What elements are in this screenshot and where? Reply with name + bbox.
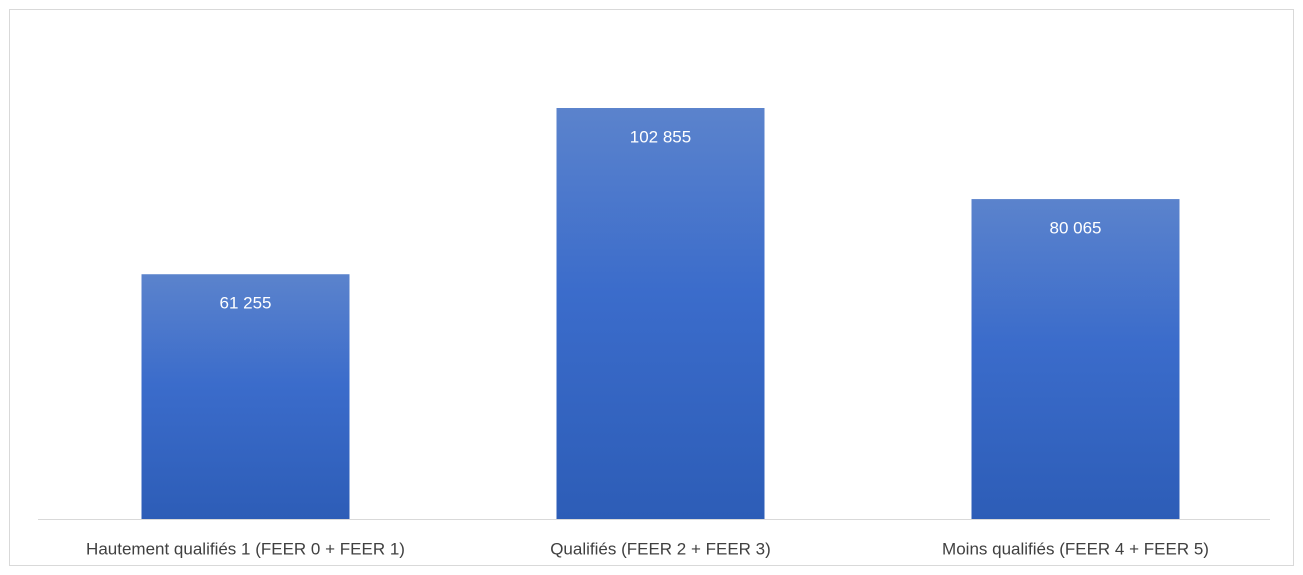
x-tick-label: Moins qualifiés (FEER 4 + FEER 5) (942, 539, 1209, 558)
data-label: 102 855 (630, 127, 691, 146)
x-tick-label: Hautement qualifiés 1 (FEER 0 + FEER 1) (86, 539, 405, 558)
data-label: 61 255 (220, 294, 272, 313)
bar (971, 199, 1180, 519)
bar (556, 108, 765, 520)
bar (141, 274, 350, 519)
x-tick-label: Qualifiés (FEER 2 + FEER 3) (550, 539, 771, 558)
data-label: 80 065 (1050, 219, 1102, 238)
